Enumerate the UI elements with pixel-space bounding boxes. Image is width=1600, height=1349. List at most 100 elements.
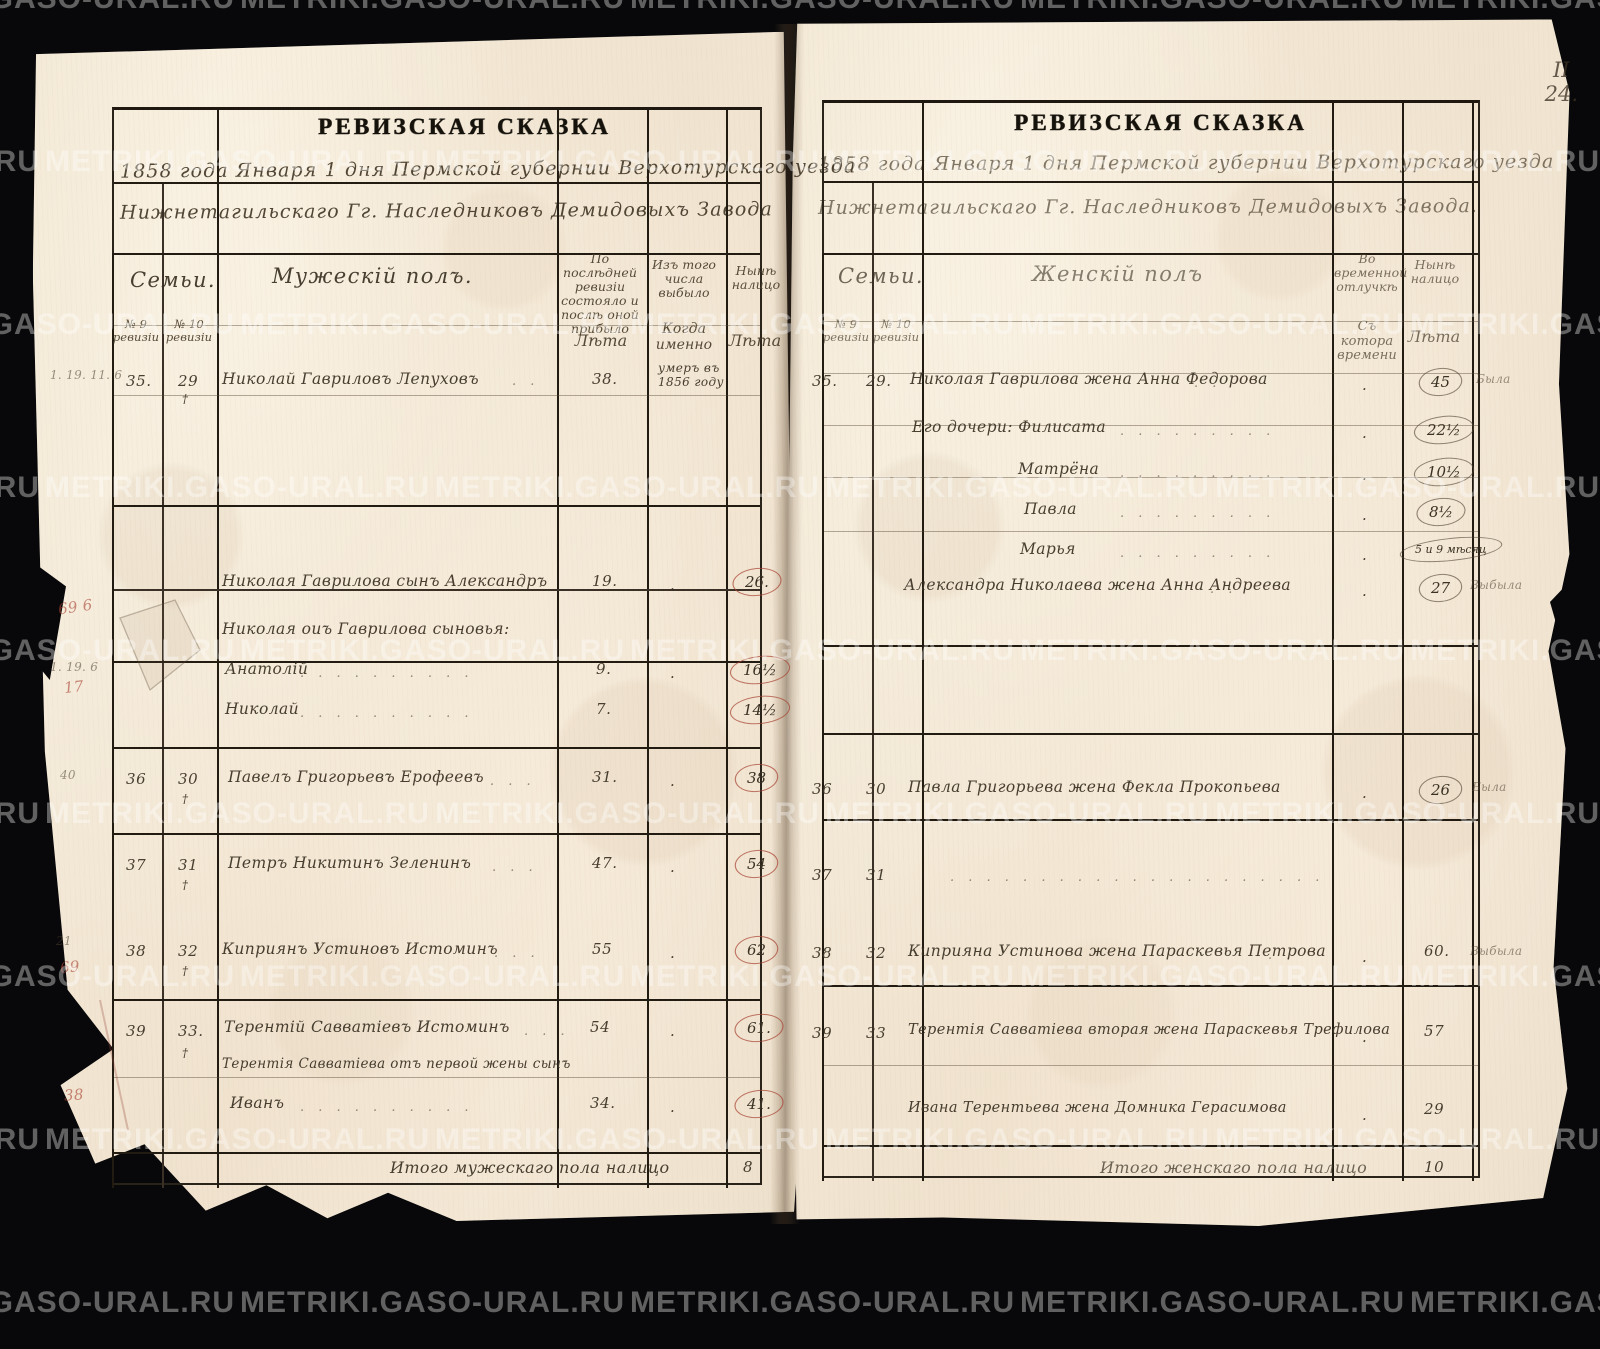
left-total-value: 8 [743,1158,754,1176]
right-total-label: Итого женскаго пола налицо [1100,1158,1368,1177]
right-header-sex-column: Женскiй полъ [1032,262,1204,286]
right-row-0-rev9: 35. [812,372,838,390]
left-row-1-name: Николая Гаврилова сынъ Александръ [222,572,548,590]
right-row-1-absence: . [1362,424,1368,442]
right-row-10-absence: . [1362,1106,1368,1124]
right-row-6-rev10: 30 [866,780,887,798]
rule-h-left-total [114,1152,760,1155]
left-row-10-name: Иванъ [230,1094,285,1112]
left-row-4-leader: . . . . . . . . . . [300,706,474,721]
left-row-10-leader: . . . . . . . . . . [300,1100,474,1115]
left-row-6-departed: . [670,858,676,876]
watermark-text: METRIKI.GASO-URAL.RU [630,0,1015,16]
folio-number: II 24. [1545,58,1578,106]
watermark-text: METRIKI.GASO-URAL.RU [0,0,235,16]
left-header-rev10: № 10 ревизiи [165,317,213,344]
left-row-3-departed: . [670,664,676,682]
right-row-3-name: Павла [1024,500,1077,518]
rule-h-right-r1 [824,645,1478,648]
right-row-2-name: Матрёна [1018,460,1100,478]
right-row-3-absence: . [1362,506,1368,524]
watermark-text: METRIKI.GASO-URAL.RU [240,1286,625,1319]
right-row-7-rev10: 31 [866,866,887,884]
left-row-4-name: Николай [225,700,299,718]
watermark-text: METRIKI.GASO-URAL.RU [1410,0,1600,16]
watermark-text: METRIKI.GASO-URAL.RU [630,1286,1015,1319]
left-row-1-prev-age: 19. [592,572,618,590]
right-row-5-present-age: 27 [1424,576,1457,600]
rule-h-right-r3 [824,819,1478,822]
rule-h-right-r2 [824,733,1478,736]
left-row-0-name: Николай Гавриловъ Лепуховъ [222,370,479,388]
right-row-10-present-age: 29 [1424,1100,1445,1118]
left-row-7-prev-age: 55 [592,940,613,958]
left-row-5-prev-age: 31. [592,768,618,786]
right-row-0-name: Николая Гаврилова жена Анна Федорова [910,370,1268,388]
watermark-text: METRIKI.GASO-URAL.RU [1410,1286,1600,1319]
right-row-9-present-age: 57 [1424,1022,1445,1040]
right-row-9-absence: . [1362,1028,1368,1046]
left-row-7-rev10-mark: † [182,964,189,978]
left-row-2-name: Николая оиъ Гаврилова сыновья: [222,620,510,638]
left-row-5-rev10: 30 [178,770,199,788]
left-row-0-rev9: 35. [126,372,152,390]
left-row-3-prev-age: 9. [596,660,612,678]
rule-v-right-4 [1402,253,1405,1181]
rule-v-right-2 [922,253,925,1181]
left-row-9-name: Терентiя Савватiева отъ первой жены сынъ [222,1056,571,1072]
right-header-temporary-absence: Во временной отлучкѣ [1334,251,1408,294]
rule-v-right-hdr-d [1472,103,1475,253]
right-row-0-leader: . . [1194,376,1222,391]
left-row-3-name: Анатолiй [225,660,309,678]
right-row-1-leader: . . . . . . . . . [1120,424,1276,439]
right-total-value: 10 [1424,1158,1445,1176]
rule-v-left-hdr-c [647,110,650,253]
rule-h-left-hdr2 [114,253,760,256]
left-row-7-name: Киприянъ Устиновъ Истоминъ [222,940,498,958]
rule-h-left-f3 [114,1077,760,1078]
left-total-label: Итого мужескаго пола налицо [390,1158,670,1177]
right-header-rev9: № 9 ревизiи [822,317,870,344]
right-row-9-name: Терентiя Савватiева вторая жена Параскев… [908,1022,1391,1038]
left-row-6-rev9: 37 [126,856,147,874]
left-row-0-leader: . . [512,374,540,389]
right-row-6-present-age: 26 [1424,778,1457,802]
right-row-0-absence: . [1362,376,1368,394]
right-row-0-rev10: 29. [866,372,892,390]
left-row-6-prev-age: 47. [592,854,618,872]
rule-v-left-2 [217,253,220,1188]
left-row-5-departed: . [670,772,676,790]
right-row-8-leader: . . [1268,948,1296,963]
rule-v-right-hdr-b [1332,103,1335,253]
rule-h-left-r5 [114,833,760,836]
right-header-temporary-absence-sub: Съ котора времени [1337,319,1397,364]
margin-note-2: 1. 19. 6 [50,660,99,674]
left-row-7-present-age: 62 [740,938,773,962]
margin-note-3: 17 [63,677,85,697]
rule-v-left-5 [726,253,729,1188]
left-row-6-present-age: 54 [740,852,773,876]
left-row-1-departed: . [670,576,676,594]
left-page-title: РЕВИЗСКАЯ СКАЗКА [318,114,611,139]
right-header-present-sub: Лѣта [1407,327,1461,346]
left-header-departed: Изъ того числа выбыло [651,257,717,300]
right-row-8-absence: . [1362,948,1368,966]
right-row-8-margin: Выбыла [1470,944,1523,958]
left-row-5-name: Павелъ Григорьевъ Ерофеевъ [228,768,485,786]
left-row-8-prev-age: 54 [590,1018,611,1036]
right-row-6-name: Павла Григорьева жена Фекла Прокопьева [908,778,1281,796]
watermark-text: METRIKI.GASO-URAL.RU [0,1123,40,1156]
right-row-9-rev10: 33 [866,1024,887,1042]
left-row-10-present-age: 41. [740,1092,778,1116]
left-header-prev-revision-sub: Лѣта [574,331,628,350]
left-row-8-rev10-mark: † [182,1046,189,1060]
left-row-5-leader: . . . [490,774,536,789]
rule-v-right-5 [1472,253,1475,1181]
right-row-1-present-age: 22½ [1420,418,1468,442]
paper-tear-bottom-left [28,1150,123,1230]
rule-v-right-hdr-a [922,103,925,253]
rule-v-left-hdr-a [217,110,220,253]
right-header-family: Семьи. [838,264,924,288]
right-row-8-name: Киприяна Устинова жена Параскевья Петров… [908,942,1326,960]
